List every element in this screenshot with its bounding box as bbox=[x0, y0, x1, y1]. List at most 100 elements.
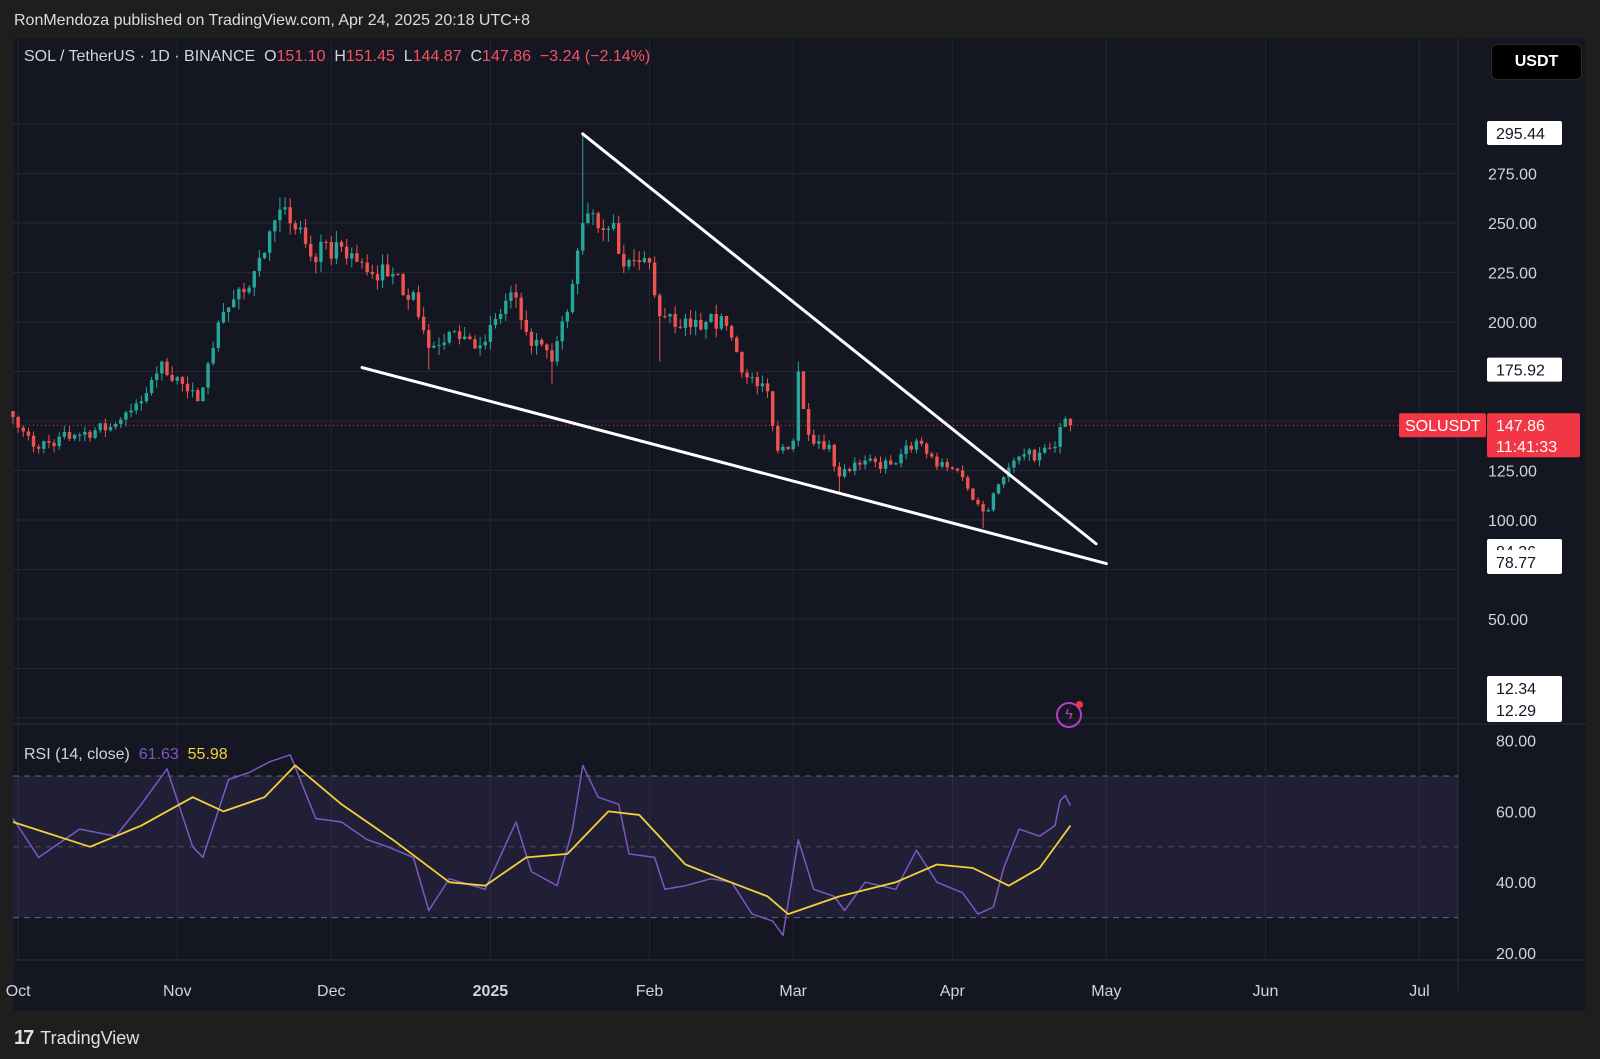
candle-down bbox=[919, 437, 924, 447]
candle-body bbox=[1032, 449, 1037, 461]
footer: 17 TradingView bbox=[14, 1024, 139, 1052]
candle-body bbox=[519, 297, 523, 320]
candle-body bbox=[170, 374, 174, 381]
candle-up bbox=[129, 403, 133, 418]
candle-up bbox=[149, 376, 154, 396]
rsi-ma-value: 55.98 bbox=[187, 746, 228, 763]
candle-up bbox=[991, 491, 996, 512]
last-price-label: SOLUSDT 147.86 11:41:33 bbox=[1399, 413, 1580, 458]
candle-down bbox=[616, 215, 621, 255]
footer-brand: TradingView bbox=[40, 1027, 140, 1048]
candle-up bbox=[319, 234, 323, 273]
candle-body bbox=[586, 213, 590, 223]
high-label: H bbox=[334, 48, 346, 65]
candle-body bbox=[257, 258, 262, 272]
candle-body bbox=[909, 445, 913, 450]
candle-up bbox=[853, 457, 857, 476]
candle-up bbox=[206, 361, 210, 395]
candle-body bbox=[919, 440, 924, 444]
candle-up bbox=[904, 439, 908, 460]
candle-body bbox=[873, 458, 878, 462]
candle-up bbox=[781, 444, 785, 455]
candle-down bbox=[878, 456, 883, 474]
candle-down bbox=[288, 198, 292, 235]
candle-down bbox=[801, 371, 806, 410]
candle-body bbox=[144, 392, 149, 402]
candle-body bbox=[185, 383, 190, 392]
candle-up bbox=[216, 320, 221, 352]
candle-body bbox=[129, 410, 133, 413]
candle-down bbox=[375, 265, 380, 290]
candle-body bbox=[165, 361, 169, 375]
candle-down bbox=[550, 343, 554, 384]
candle-down bbox=[873, 456, 878, 468]
candle-body bbox=[11, 411, 15, 418]
candle-body bbox=[781, 446, 785, 451]
candle-down bbox=[406, 288, 410, 310]
chart-panel[interactable] bbox=[13, 38, 1586, 1011]
candle-body bbox=[216, 322, 221, 348]
candle-body bbox=[139, 401, 144, 404]
candle-body bbox=[714, 314, 718, 329]
candle-up bbox=[283, 197, 287, 215]
last-price-text: 147.86 bbox=[1496, 418, 1545, 435]
candle-body bbox=[883, 460, 888, 469]
symbol-legend[interactable]: SOL / TetherUS · 1D · BINANCE O151.10 H1… bbox=[24, 48, 650, 70]
candle-body bbox=[529, 331, 534, 346]
candle-body bbox=[616, 223, 621, 254]
candle-up bbox=[134, 399, 138, 415]
candle-body bbox=[278, 209, 282, 221]
candle-body bbox=[642, 258, 647, 263]
candle-body bbox=[1027, 449, 1032, 455]
candle-down bbox=[36, 444, 41, 454]
candle-up bbox=[575, 247, 580, 295]
candle-body bbox=[878, 461, 883, 469]
candle-up bbox=[262, 252, 267, 260]
candle-up bbox=[606, 226, 611, 242]
candle-body bbox=[693, 319, 698, 328]
candle-up bbox=[1022, 448, 1026, 461]
candle-down bbox=[165, 358, 169, 377]
candle-body bbox=[252, 271, 256, 288]
last-price-box bbox=[1487, 413, 1580, 458]
candle-down bbox=[180, 376, 185, 392]
currency-button[interactable]: USDT bbox=[1491, 44, 1582, 80]
candle-body bbox=[817, 441, 821, 444]
candle-up bbox=[1012, 457, 1016, 474]
candle-body bbox=[396, 273, 400, 275]
candle-down bbox=[935, 452, 939, 471]
candle-body bbox=[47, 441, 51, 443]
close-label: C bbox=[470, 48, 483, 65]
candle-body bbox=[267, 231, 272, 253]
candle-body bbox=[935, 456, 939, 467]
candle-up bbox=[750, 372, 754, 384]
candle-body bbox=[386, 264, 390, 277]
candle-body bbox=[704, 322, 708, 330]
candle-up bbox=[267, 229, 272, 261]
candle-up bbox=[504, 293, 508, 321]
candle-down bbox=[776, 421, 780, 454]
candle-down bbox=[1032, 449, 1037, 463]
candle-down bbox=[242, 282, 246, 300]
candle-down bbox=[539, 337, 544, 347]
candle-up bbox=[257, 249, 262, 277]
candle-body bbox=[391, 273, 395, 277]
candle-body bbox=[221, 312, 226, 323]
candle-body bbox=[98, 423, 102, 431]
candle-down bbox=[688, 310, 693, 335]
candle-down bbox=[103, 418, 108, 438]
candle-body bbox=[334, 242, 339, 259]
lightning-alert-icon[interactable]: ϟ bbox=[1056, 701, 1083, 728]
candle-body bbox=[319, 241, 323, 262]
candle-body bbox=[1058, 426, 1062, 447]
rsi-legend[interactable]: RSI (14, close) 61.63 55.98 bbox=[24, 746, 228, 764]
candle-up bbox=[278, 197, 282, 233]
candle-body bbox=[452, 331, 457, 333]
candle-body bbox=[545, 344, 549, 351]
candle-down bbox=[930, 451, 934, 459]
candle-up bbox=[565, 309, 570, 329]
candle-body bbox=[262, 252, 267, 259]
candle-body bbox=[960, 470, 965, 478]
close-value: 147.86 bbox=[482, 48, 531, 65]
